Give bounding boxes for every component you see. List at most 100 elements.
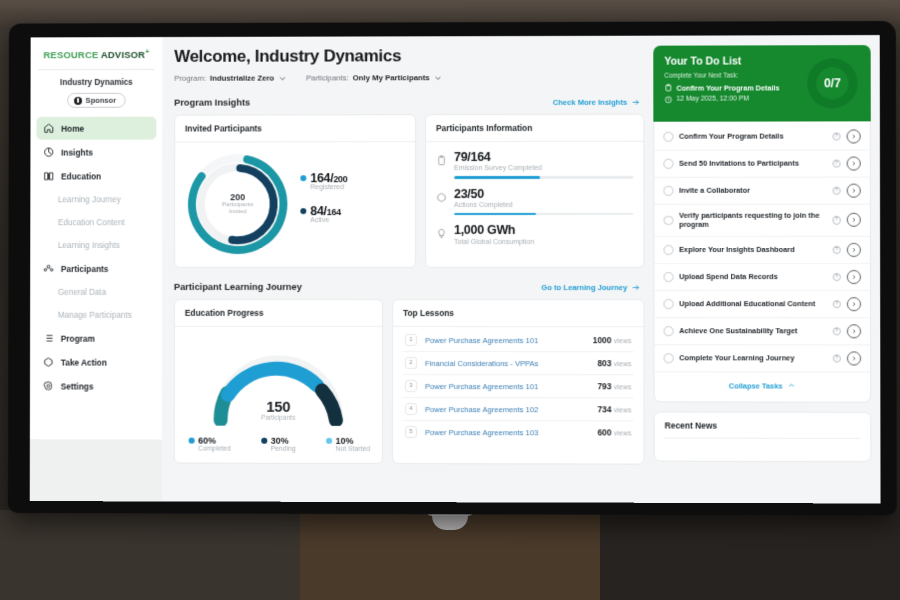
- card-title: Invited Participants: [175, 115, 416, 143]
- stat-value: 79/164: [454, 150, 491, 165]
- checkbox-icon[interactable]: [663, 299, 674, 309]
- list-item[interactable]: Complete Your Learning Journey ?: [654, 345, 871, 373]
- checkbox-icon[interactable]: [663, 272, 674, 282]
- sidebar-item-label: Manage Participants: [57, 310, 132, 320]
- checkbox-icon[interactable]: [663, 186, 673, 196]
- help-icon[interactable]: ?: [832, 327, 841, 336]
- todo-item-go-button[interactable]: [846, 324, 862, 339]
- table-row[interactable]: 5 Power Purchase Agreements 103 600 view…: [403, 421, 634, 444]
- program-filter-value: Industrialize Zero: [210, 73, 275, 83]
- lesson-name-link[interactable]: Power Purchase Agreements 101: [424, 335, 539, 345]
- todo-item-label: Invite a Collaborator: [679, 185, 750, 196]
- table-row[interactable]: 1 Power Purchase Agreements 101 1000 vie…: [403, 328, 634, 353]
- sidebar-item-education-content[interactable]: Education Content: [36, 211, 156, 234]
- sidebar-item-home[interactable]: Home: [36, 116, 157, 140]
- donut-svg: [188, 154, 288, 255]
- sidebar: RESOURCE ADVISOR+ Industry Dynamics Spon…: [29, 37, 163, 502]
- sidebar-item-label: Education: [61, 171, 102, 182]
- desk-panel-right: [600, 510, 900, 600]
- gauge-center-label: 150 Participants: [204, 399, 353, 422]
- section-title: Program Insights: [174, 97, 251, 108]
- lesson-views: 1000: [592, 335, 612, 346]
- checkbox-icon[interactable]: [663, 245, 674, 255]
- sidebar-item-participants[interactable]: Participants: [36, 257, 156, 280]
- checkbox-icon[interactable]: [663, 159, 673, 169]
- lesson-name-link[interactable]: Financial Considerations - VPPAs: [424, 358, 539, 368]
- help-icon[interactable]: ?: [832, 159, 841, 168]
- top-lessons-card: Top Lessons 1 Power Purchase Agreements …: [391, 298, 645, 465]
- sidebar-item-learning-journey[interactable]: Learning Journey: [36, 188, 156, 211]
- todo-item-go-button[interactable]: [846, 183, 861, 198]
- legend-item-registered: 164/200 Registered: [300, 171, 405, 191]
- sidebar-item-manage-participants[interactable]: Manage Participants: [36, 304, 156, 327]
- todo-column: Your To Do List Complete Your Next Task:…: [653, 45, 880, 503]
- sponsor-badge[interactable]: Sponsor: [66, 92, 127, 109]
- lesson-name-link[interactable]: Power Purchase Agreements 102: [424, 404, 539, 414]
- sidebar-item-label: Settings: [60, 381, 94, 392]
- sidebar-item-program[interactable]: Program: [36, 327, 156, 350]
- sidebar-item-learning-insights[interactable]: Learning Insights: [36, 234, 156, 257]
- clock-icon: [664, 95, 672, 103]
- progress-bar-fill: [454, 212, 537, 216]
- list-item[interactable]: Send 50 Invitations to Participants ?: [654, 150, 870, 178]
- gauge-center-caption: Participants: [261, 414, 296, 422]
- go-to-learning-journey-link[interactable]: Go to Learning Journey: [541, 283, 640, 292]
- todo-item-go-button[interactable]: [846, 351, 862, 366]
- invited-donut-chart[interactable]: 200 Participants Invited: [185, 151, 291, 257]
- sidebar-item-label: General Data: [57, 288, 107, 298]
- sidebar-item-settings[interactable]: Settings: [36, 375, 156, 398]
- todo-item-go-button[interactable]: [846, 297, 862, 312]
- list-item[interactable]: Explore Your Insights Dashboard ?: [654, 236, 871, 264]
- check-more-insights-link[interactable]: Check More Insights: [553, 97, 640, 106]
- legend-value-total: 200: [333, 174, 348, 185]
- todo-item-go-button[interactable]: [846, 156, 861, 171]
- list-item[interactable]: Upload Additional Educational Content ?: [654, 291, 871, 319]
- checkbox-icon[interactable]: [663, 131, 673, 142]
- education-gauge-chart[interactable]: 150 Participants: [204, 342, 354, 428]
- todo-item-go-button[interactable]: [846, 213, 861, 228]
- todo-item-go-button[interactable]: [846, 269, 861, 285]
- lesson-name-link[interactable]: Power Purchase Agreements 101: [424, 381, 539, 391]
- checkbox-icon[interactable]: [663, 215, 674, 226]
- table-row[interactable]: 2 Financial Considerations - VPPAs 803 v…: [402, 351, 634, 376]
- checkbox-icon[interactable]: [663, 326, 674, 336]
- help-icon[interactable]: ?: [832, 186, 841, 195]
- legend-label: Not Started: [335, 445, 371, 453]
- list-item[interactable]: Confirm Your Program Details ?: [654, 123, 870, 151]
- sidebar-item-label: Take Action: [60, 357, 107, 368]
- list-item[interactable]: Verify participants requesting to join t…: [654, 204, 870, 237]
- todo-item-go-button[interactable]: [846, 242, 861, 257]
- link-label: Check More Insights: [552, 97, 628, 107]
- participants-filter[interactable]: Participants: Only My Participants: [306, 73, 442, 82]
- card-body: 1 Power Purchase Agreements 101 1000 vie…: [393, 327, 644, 448]
- education-progress-card: Education Progress 150 Particip: [173, 298, 384, 465]
- program-filter[interactable]: Program: Industrialize Zero: [174, 74, 286, 83]
- sidebar-item-general-data[interactable]: General Data: [36, 281, 156, 304]
- help-icon[interactable]: ?: [832, 272, 841, 282]
- stat-value: 23/50: [454, 186, 484, 201]
- todo-item-go-button[interactable]: [846, 129, 861, 144]
- sidebar-item-insights[interactable]: Insights: [36, 141, 156, 164]
- help-icon[interactable]: ?: [832, 299, 841, 309]
- legend-label: Active: [310, 217, 330, 225]
- sidebar-item-take-action[interactable]: Take Action: [36, 351, 156, 374]
- app-logo[interactable]: RESOURCE ADVISOR+: [31, 45, 163, 69]
- help-icon[interactable]: ?: [832, 216, 841, 225]
- card-body: 200 Participants Invited 164/200: [175, 142, 415, 267]
- sidebar-footer-area: [29, 439, 162, 502]
- help-icon[interactable]: ?: [832, 354, 841, 363]
- table-row[interactable]: 4 Power Purchase Agreements 102 734 view…: [402, 397, 634, 422]
- checkbox-icon[interactable]: [663, 353, 674, 364]
- table-row[interactable]: 3 Power Purchase Agreements 101 793 view…: [402, 374, 634, 399]
- list-item[interactable]: Achieve One Sustainability Target ?: [654, 318, 871, 346]
- sidebar-item-education[interactable]: Education: [36, 165, 156, 188]
- collapse-tasks-button[interactable]: Collapse Tasks: [655, 372, 871, 395]
- list-item[interactable]: Upload Spend Data Records ?: [654, 263, 871, 292]
- sidebar-item-label: Learning Insights: [57, 241, 120, 251]
- lesson-views: 793: [597, 381, 612, 392]
- donut-row: 200 Participants Invited 164/200: [185, 151, 405, 257]
- list-item[interactable]: Invite a Collaborator ?: [654, 177, 870, 205]
- lesson-name-link[interactable]: Power Purchase Agreements 103: [424, 427, 539, 437]
- help-icon[interactable]: ?: [831, 132, 841, 141]
- help-icon[interactable]: ?: [832, 245, 841, 255]
